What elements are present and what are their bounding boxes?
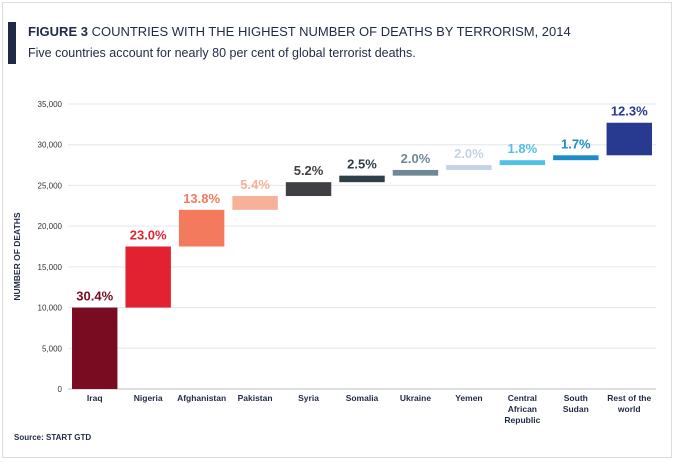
x-tick-label: Sudan (563, 404, 589, 414)
y-tick-label: 10,000 (38, 304, 63, 313)
title-accent-bar (8, 22, 16, 64)
data-label: 1.8% (508, 141, 538, 156)
bar (606, 122, 652, 156)
bar (125, 246, 171, 308)
x-tick-label: Somalia (346, 393, 379, 403)
x-tick-label: Ukraine (400, 393, 431, 403)
y-tick-label: 0 (58, 385, 63, 394)
x-tick-label: Afghanistan (177, 393, 226, 403)
data-label: 2.5% (347, 157, 377, 172)
x-tick-label: South (564, 393, 588, 403)
y-tick-label: 35,000 (38, 100, 63, 109)
y-axis: 0 5,000 10,000 15,000 20,000 25,000 30,000 35,0… (12, 100, 63, 394)
x-tick-label: Yemen (455, 393, 482, 403)
x-tick-label: Republic (504, 415, 540, 425)
y-tick-label: 15,000 (38, 263, 63, 272)
bar (392, 169, 439, 176)
x-tick-label: Nigeria (134, 393, 163, 403)
data-label: 1.7% (561, 136, 591, 151)
data-label: 13.8% (183, 191, 220, 206)
bar (446, 165, 492, 170)
y-tick-label: 30,000 (38, 141, 63, 150)
x-tick-label: Pakistan (238, 393, 273, 403)
bar (232, 196, 278, 210)
figure-subtitle: Five countries account for nearly 80 per… (28, 46, 416, 60)
x-tick-label: Central (508, 393, 537, 403)
bar (553, 155, 599, 161)
x-tick-label: Rest of the (607, 393, 651, 403)
data-label: 12.3% (611, 104, 648, 119)
data-label: 5.2% (294, 163, 324, 178)
bar (499, 160, 546, 166)
figure-number: FIGURE 3 (28, 24, 88, 39)
source-note: Source: START GTD (14, 433, 92, 442)
x-axis: Iraq Nigeria Afghanistan Pakistan Syria Somal… (87, 393, 652, 425)
figure-title-text: COUNTRIES WITH THE HIGHEST NUMBER OF DEA… (87, 24, 571, 39)
y-tick-label: 20,000 (38, 222, 63, 231)
x-tick-label: African (508, 404, 537, 414)
bar (72, 307, 118, 389)
y-axis-label: NUMBER OF DEATHS (12, 212, 22, 300)
data-label: 23.0% (130, 228, 167, 243)
bars (72, 122, 652, 389)
data-label: 30.4% (76, 289, 113, 304)
data-label: 5.4% (240, 177, 270, 192)
data-label: 2.0% (401, 151, 431, 166)
bar (339, 175, 385, 183)
x-tick-label: world (617, 404, 641, 414)
data-labels: 30.4% 23.0% 13.8% 5.4% 5.2% 2.5% 2.0% 2.0% 1.8% 1… (76, 104, 648, 304)
data-label: 2.0% (454, 146, 484, 161)
figure-title: FIGURE 3 COUNTRIES WITH THE HIGHEST NUMB… (28, 24, 571, 39)
y-tick-label: 25,000 (38, 181, 63, 190)
x-tick-label: Syria (298, 393, 319, 403)
bar (178, 209, 225, 247)
x-tick-label: Iraq (87, 393, 103, 403)
y-tick-label: 5,000 (42, 344, 63, 353)
bar (285, 182, 332, 197)
